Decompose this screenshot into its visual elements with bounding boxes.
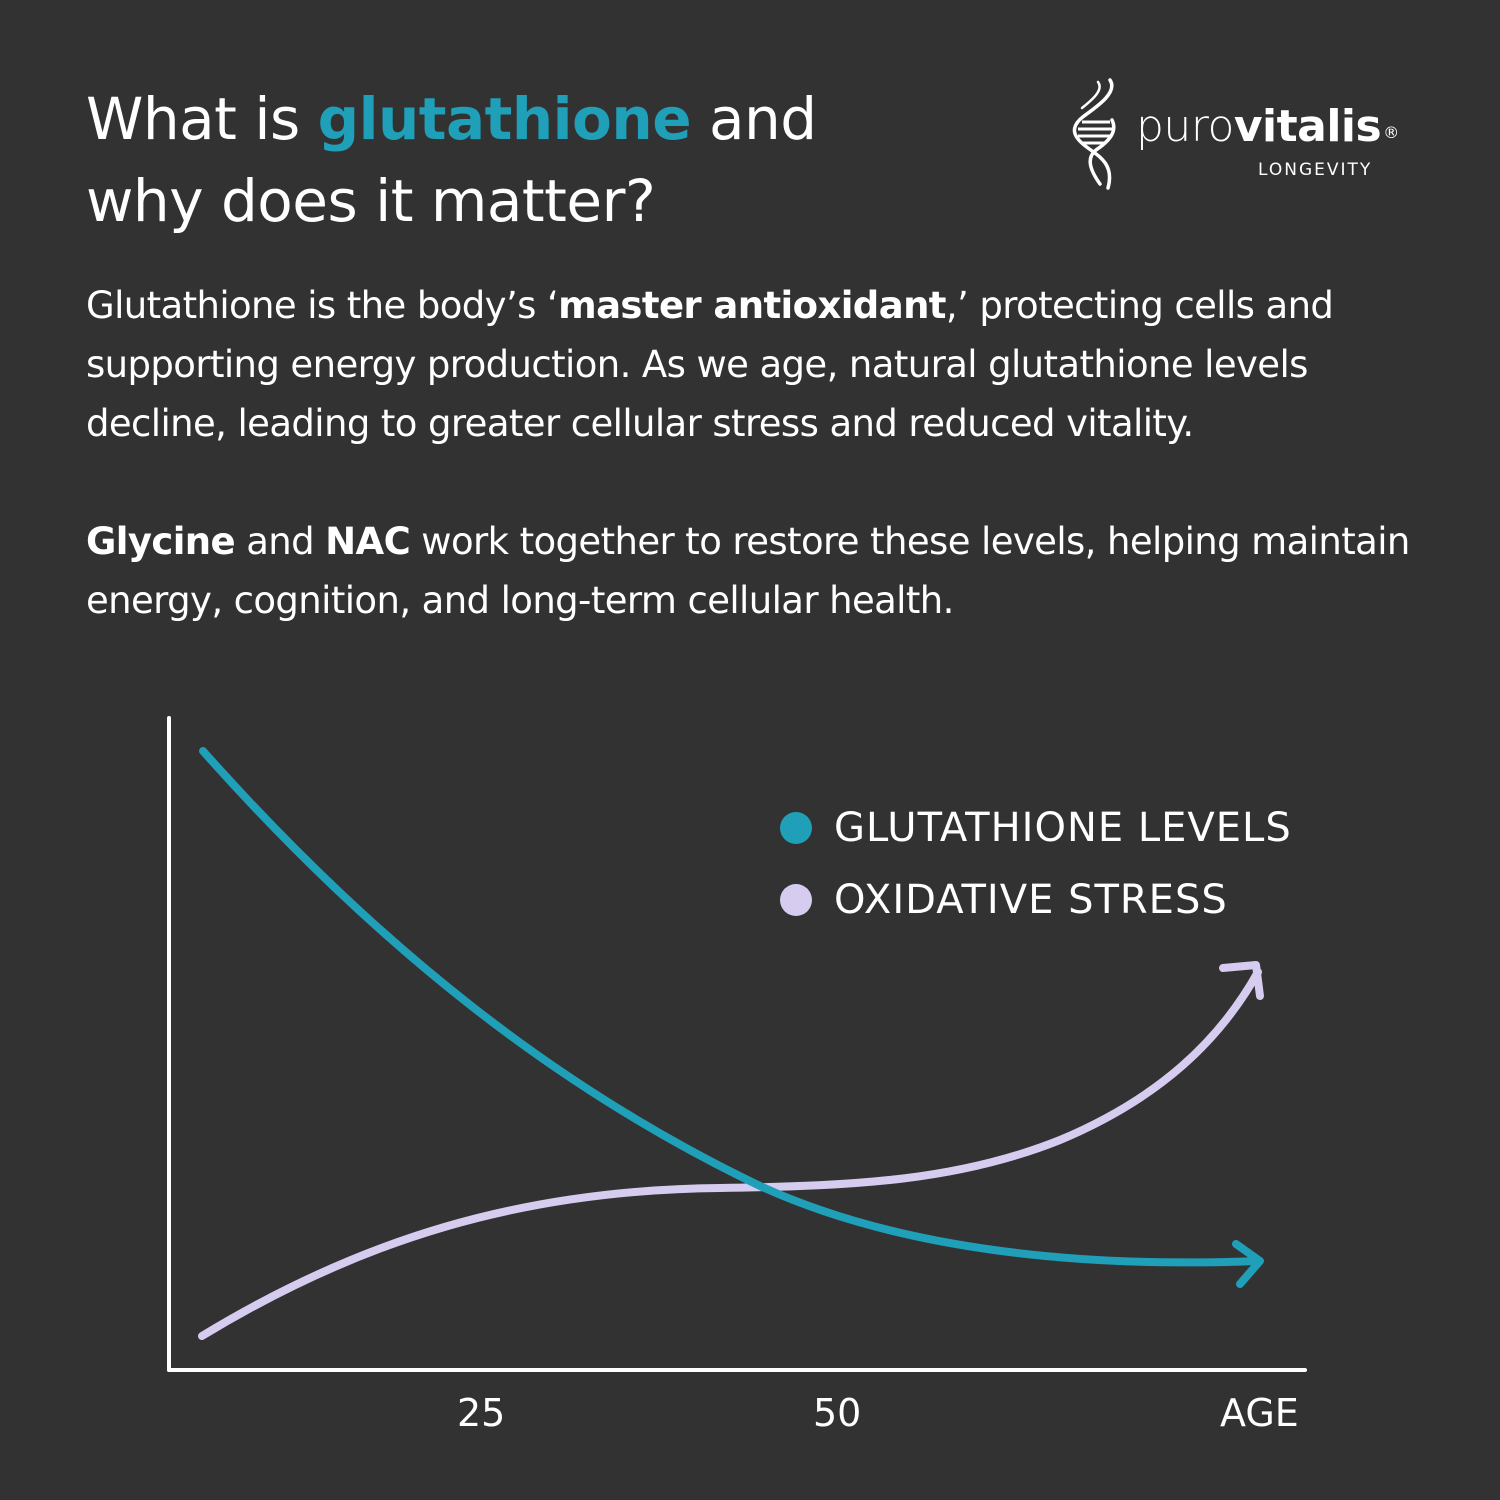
title-suffix: and — [691, 85, 817, 153]
glutathione-arrowhead — [1232, 1240, 1264, 1288]
dna-helix-icon — [1072, 78, 1116, 190]
title-prefix: What is — [86, 85, 318, 153]
legend-item-glutathione: GLUTATHIONE LEVELS — [780, 792, 1292, 864]
x-axis-label: AGE — [1220, 1391, 1299, 1435]
highlight-glycine: Glycine — [86, 520, 236, 563]
x-tick-50: 50 — [813, 1391, 862, 1435]
glutathione-line — [199, 747, 1262, 1267]
teal-dot-icon — [780, 812, 812, 844]
x-tick-25: 25 — [457, 1391, 506, 1435]
oxidative-stress-line — [198, 968, 1262, 1340]
intro-paragraph: Glutathione is the body’s ‘master antiox… — [86, 284, 1334, 445]
chart-legend: GLUTATHIONE LEVELS OXIDATIVE STRESS — [780, 792, 1292, 936]
legend-item-oxidative-stress: OXIDATIVE STRESS — [780, 864, 1292, 936]
brand-logo: purovitalis ® LONGEVITY — [1068, 76, 1428, 192]
brand-tagline: LONGEVITY — [1258, 160, 1373, 180]
registered-mark: ® — [1383, 123, 1399, 142]
title-line2: why does it matter? — [86, 167, 656, 235]
page-title: What is glutathione and why does it matt… — [86, 78, 817, 242]
title-accent: glutathione — [317, 85, 692, 153]
lavender-dot-icon — [780, 884, 812, 916]
highlight-nac: NAC — [325, 520, 411, 563]
oxidative-stress-arrowhead — [1219, 961, 1264, 1000]
highlight-master-antioxidant: master antioxidant — [558, 284, 946, 327]
solution-paragraph: Glycine and NAC work together to restore… — [86, 520, 1410, 622]
brand-name: purovitalis ® — [1136, 101, 1399, 152]
